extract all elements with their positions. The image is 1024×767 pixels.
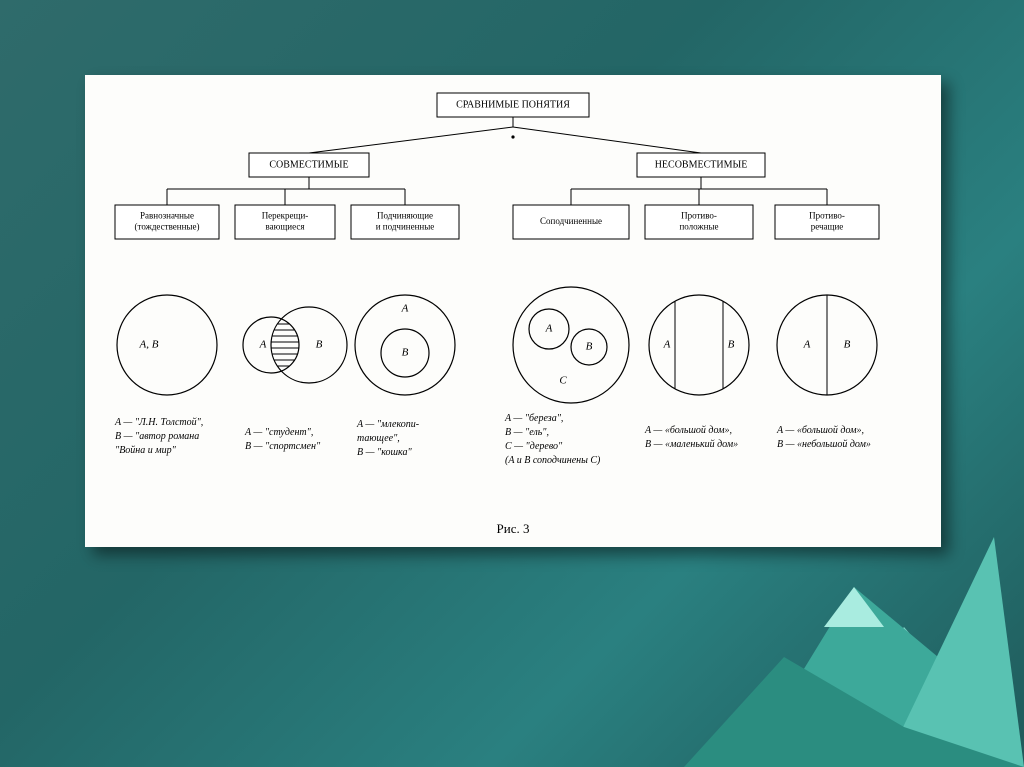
caption-3-line-0: A — "береза", bbox=[504, 413, 563, 424]
mountain-poly bbox=[744, 587, 1024, 767]
caption-2-line-2: B — "кошка" bbox=[357, 447, 412, 458]
euler-diagram-subset: AB bbox=[355, 295, 455, 395]
tree-leaf-4-label: положные bbox=[679, 222, 718, 232]
euler-diagram-intersect: AB bbox=[243, 307, 347, 383]
euler-diagram-contrary: AB bbox=[649, 295, 749, 395]
euler-diagram-identity: A, B bbox=[117, 295, 217, 395]
tree-leaf-0-label: Равнозначные bbox=[140, 211, 194, 221]
mountain-poly bbox=[884, 537, 1024, 767]
mountain-poly bbox=[824, 587, 884, 627]
svg-text:A: A bbox=[401, 303, 409, 315]
tree-branch-incompatible-label: НЕСОВМЕСТИМЫЕ bbox=[655, 159, 748, 170]
svg-text:B: B bbox=[402, 347, 409, 359]
caption-3-line-3: (A и B соподчинены C) bbox=[505, 455, 601, 466]
svg-text:C: C bbox=[559, 375, 567, 387]
tree-leaf-1-label: Перекрещи- bbox=[262, 211, 309, 221]
tree-leaf-5-label: речащие bbox=[811, 222, 844, 232]
caption-2-line-0: A — "млекопи- bbox=[356, 419, 419, 430]
caption-2-line-1: тающее", bbox=[357, 433, 400, 444]
svg-text:A, B: A, B bbox=[139, 339, 159, 351]
figure-label: Рис. 3 bbox=[497, 521, 530, 536]
tree-branch-compatible-label: СОВМЕСТИМЫЕ bbox=[269, 159, 348, 170]
slide-background: СРАВНИМЫЕ ПОНЯТИЯ СОВМЕСТИМЫЕ НЕСОВМЕСТИМЫ… bbox=[0, 0, 1024, 767]
tree-leaf-2-label: Подчиняющие bbox=[377, 211, 433, 221]
caption-3-line-1: B — "ель", bbox=[505, 427, 549, 438]
caption-4-line-1: B — «маленький дом» bbox=[645, 439, 738, 450]
caption-1-line-0: A — "студент", bbox=[244, 427, 313, 438]
mountain-poly bbox=[804, 627, 1024, 767]
euler-diagram-contradictory: AB bbox=[777, 295, 877, 395]
diagram-svg: СРАВНИМЫЕ ПОНЯТИЯ СОВМЕСТИМЫЕ НЕСОВМЕСТИМЫ… bbox=[85, 75, 941, 547]
tree-leaf-2-label: и подчиненные bbox=[376, 222, 435, 232]
tree-leaf-4-label: Противо- bbox=[681, 211, 717, 221]
euler-diagram-coordinate: A B C bbox=[513, 287, 629, 403]
caption-5-line-0: A — «большой дом», bbox=[776, 425, 864, 436]
caption-0-line-1: B — "автор романа bbox=[115, 431, 199, 442]
svg-text:A: A bbox=[663, 339, 671, 351]
svg-text:A: A bbox=[259, 339, 267, 351]
svg-text:A: A bbox=[803, 339, 811, 351]
mountain-poly bbox=[684, 657, 1024, 767]
svg-text:B: B bbox=[586, 341, 593, 353]
caption-5-line-1: B — «небольшой дом» bbox=[777, 439, 871, 450]
svg-text:B: B bbox=[316, 339, 323, 351]
tree-leaf-5-label: Противо- bbox=[809, 211, 845, 221]
tree-root-label: СРАВНИМЫЕ ПОНЯТИЯ bbox=[456, 99, 570, 110]
caption-1-line-1: B — "спортсмен" bbox=[245, 441, 321, 452]
caption-0-line-0: A — "Л.Н. Толстой", bbox=[114, 417, 203, 428]
caption-3-line-2: C — "дерево" bbox=[505, 441, 563, 452]
tree-leaf-3-label: Соподчиненные bbox=[540, 216, 602, 226]
tree-leaf-0-label: (тождественные) bbox=[135, 222, 200, 232]
svg-text:B: B bbox=[844, 339, 851, 351]
caption-0-line-2: "Война и мир" bbox=[115, 445, 177, 456]
paper-sheet: СРАВНИМЫЕ ПОНЯТИЯ СОВМЕСТИМЫЕ НЕСОВМЕСТИМЫ… bbox=[85, 75, 941, 547]
svg-text:B: B bbox=[728, 339, 735, 351]
tree-leaf-1-label: вающиеся bbox=[266, 222, 305, 232]
caption-4-line-0: A — «большой дом», bbox=[644, 425, 732, 436]
svg-text:A: A bbox=[545, 323, 553, 335]
